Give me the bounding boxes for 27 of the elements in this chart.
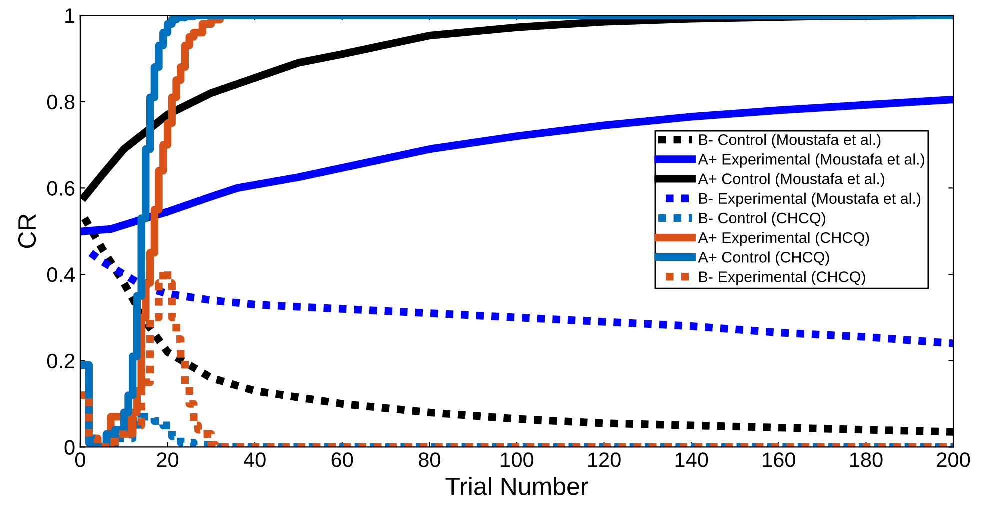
y-tick-label: 0.6 (47, 181, 75, 196)
legend-label: A+ Experimental (Moustafa et al.) (698, 154, 924, 168)
x-tick-label: 60 (332, 452, 354, 468)
x-tick-label: 180 (850, 452, 883, 468)
x-tick-label: 200 (937, 452, 970, 468)
legend-label: B- Control (CHCQ) (699, 212, 826, 227)
x-tick-label: 20 (157, 452, 179, 468)
x-tick-label: 100 (501, 452, 534, 468)
legend-label: B- Control (Moustafa et al.) (699, 134, 881, 148)
legend-label: B- Experimental (CHCQ) (699, 271, 866, 286)
y-axis-title: CR (18, 214, 36, 248)
legend-label: B- Experimental (Moustafa et al.) (699, 192, 921, 208)
x-tick-label: 140 (676, 452, 708, 468)
x-tick-label: 160 (763, 452, 796, 468)
y-tick-label: 0.2 (47, 354, 75, 369)
y-tick-label: 1 (66, 8, 75, 24)
x-tick-label: 40 (244, 452, 266, 468)
x-axis-title: Trial Number (446, 477, 588, 496)
y-tick-label: 0.8 (47, 94, 75, 110)
x-tick-label: 120 (588, 452, 621, 468)
y-tick-label: 0.4 (47, 268, 75, 282)
legend-label: A+ Experimental (CHCQ) (698, 232, 870, 246)
x-tick-label: 0 (75, 452, 86, 468)
y-tick-label: 0 (64, 440, 75, 455)
legend-label: A+ Control (CHCQ) (698, 252, 830, 266)
legend-label: A+ Control (Moustafa et al.) (698, 173, 885, 188)
x-tick-label: 80 (419, 452, 440, 468)
